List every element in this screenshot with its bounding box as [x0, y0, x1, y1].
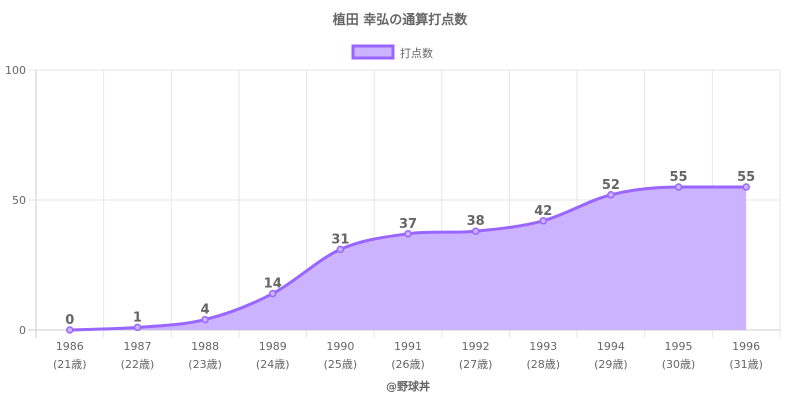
- data-point: [742, 183, 750, 191]
- data-point: [607, 191, 615, 199]
- x-tick-sublabel: (31歳): [729, 358, 763, 371]
- x-tick-sublabel: (28歳): [526, 358, 560, 371]
- data-points: [66, 183, 750, 334]
- data-label: 52: [602, 178, 620, 193]
- data-label: 31: [331, 232, 349, 247]
- x-tick-sublabel: (22歳): [121, 358, 155, 371]
- y-tick-label: 100: [5, 64, 26, 77]
- x-tick-label: 1992: [462, 340, 490, 353]
- data-point: [66, 326, 74, 334]
- x-tick-label: 1989: [259, 340, 287, 353]
- chart-title: 植田 幸弘の通算打点数: [332, 12, 469, 28]
- data-point: [268, 289, 277, 298]
- x-tick-sublabel: (24歳): [256, 358, 290, 371]
- x-tick-sublabel: (26歳): [391, 358, 425, 371]
- footer-credit: @野球丼: [386, 379, 430, 393]
- data-point: [336, 245, 345, 254]
- x-tick-sublabel: (30歳): [662, 358, 696, 371]
- x-tick-sublabel: (23歳): [188, 358, 222, 371]
- data-point: [539, 217, 548, 225]
- data-point: [201, 315, 209, 324]
- data-point: [471, 227, 480, 235]
- data-point: [404, 230, 412, 238]
- x-tick-label: 1986: [56, 340, 84, 353]
- data-label: 0: [65, 313, 74, 328]
- x-tick-label: 1993: [529, 340, 557, 353]
- x-tick-label: 1991: [394, 340, 422, 353]
- data-label: 14: [264, 277, 282, 292]
- data-label: 42: [534, 204, 552, 219]
- legend-swatch: [351, 44, 395, 60]
- data-label: 4: [201, 303, 210, 318]
- x-tick-sublabel: (29歳): [594, 358, 628, 371]
- x-axis: 1986 (21歳) 1987 (22歳) 1988 (23歳) 1989 (24歳) 1990…: [53, 340, 763, 371]
- data-label: 55: [669, 170, 687, 185]
- x-tick-sublabel: (21歳): [53, 358, 87, 371]
- x-tick-label: 1994: [597, 340, 625, 353]
- x-tick-sublabel: (27歳): [459, 358, 493, 371]
- y-axis: 0 50 100: [5, 64, 26, 337]
- data-label: 38: [467, 214, 485, 229]
- y-tick-label: 50: [12, 194, 26, 207]
- data-label: 55: [737, 170, 755, 185]
- x-tick-label: 1995: [665, 340, 693, 353]
- y-tick-label: 0: [19, 324, 26, 337]
- legend[interactable]: 打点数: [351, 44, 433, 60]
- data-label: 1: [133, 310, 142, 325]
- x-tick-label: 1990: [326, 340, 354, 353]
- x-tick-label: 1996: [732, 340, 760, 353]
- data-point: [133, 323, 142, 332]
- data-label: 37: [399, 217, 417, 232]
- x-tick-label: 1988: [191, 340, 219, 353]
- series-area: [69, 187, 747, 330]
- legend-label: 打点数: [400, 46, 433, 60]
- data-point: [674, 183, 683, 191]
- x-tick-sublabel: (25歳): [324, 358, 358, 371]
- x-tick-label: 1987: [123, 340, 151, 353]
